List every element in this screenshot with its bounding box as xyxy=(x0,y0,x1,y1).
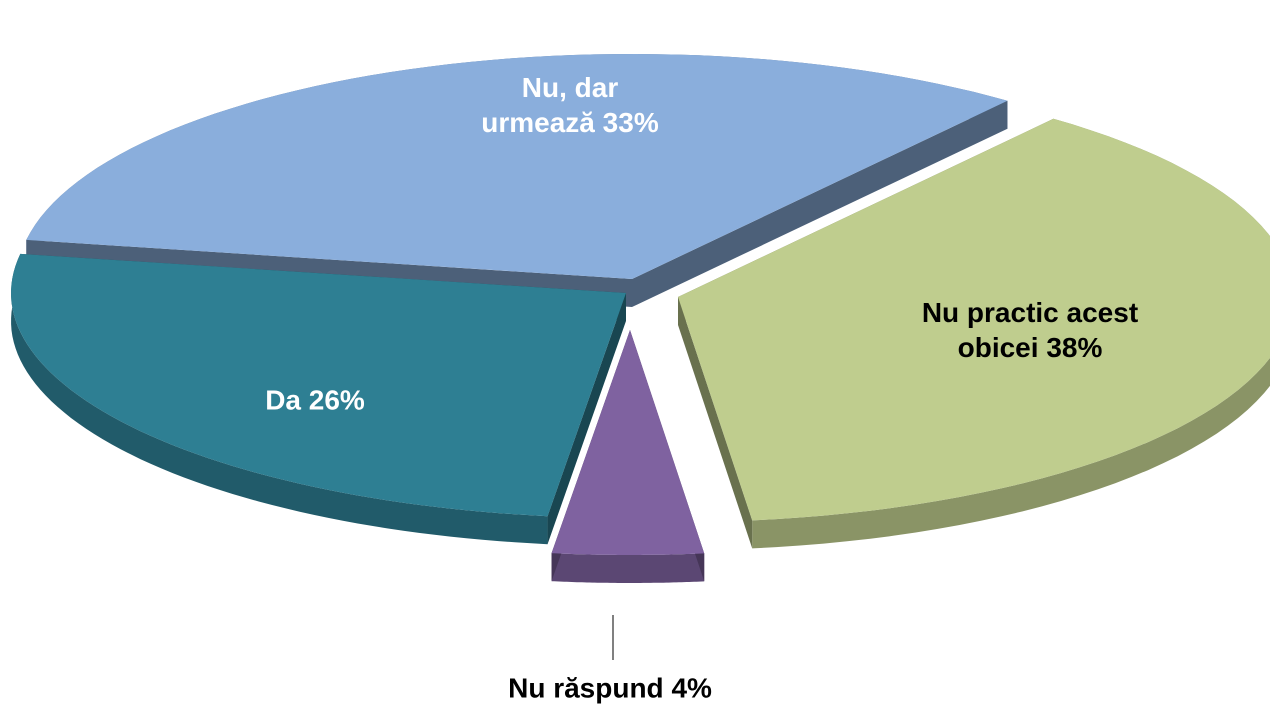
slice-side xyxy=(11,253,548,545)
value-label: 38% xyxy=(1046,332,1103,363)
category-label: Da xyxy=(265,384,301,416)
slice-side xyxy=(547,293,626,545)
category-label: Nu practic acest obicei xyxy=(921,297,1139,363)
category-label: Nu, dar urmează xyxy=(481,72,619,138)
data-label: Nu practic acest obicei 38% xyxy=(920,295,1140,365)
slice-side xyxy=(678,297,753,549)
slice xyxy=(26,54,1008,279)
value-label: 33% xyxy=(602,107,659,138)
data-label: Da 26% xyxy=(215,383,415,418)
slice xyxy=(551,330,705,555)
slice-side xyxy=(551,553,705,583)
slice-side xyxy=(632,100,1008,307)
value-label: 4% xyxy=(671,672,712,704)
value-label: 26% xyxy=(308,384,365,416)
data-label: Nu răspund 4% xyxy=(410,671,810,706)
data-label: Nu, dar urmează 33% xyxy=(470,70,670,140)
category-label: Nu răspund xyxy=(508,672,664,704)
slice xyxy=(11,253,627,517)
slice xyxy=(678,118,1270,521)
